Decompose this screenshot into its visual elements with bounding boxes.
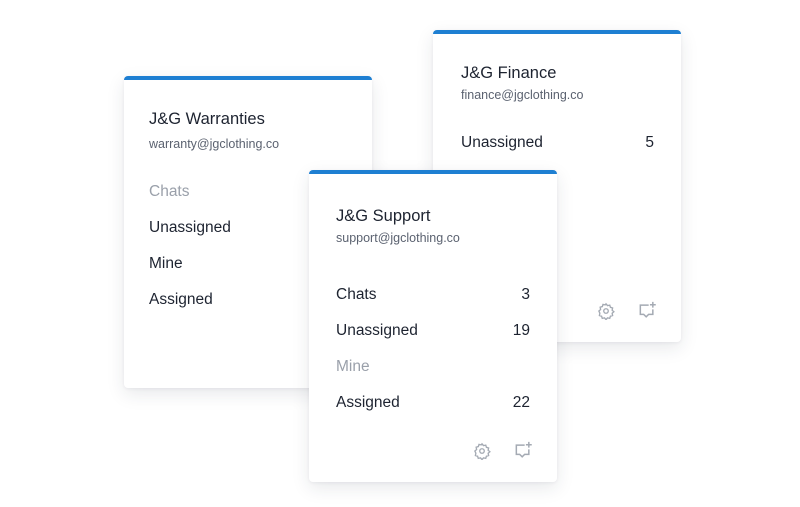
row-label: Assigned bbox=[149, 291, 213, 308]
row-unassigned[interactable]: Unassigned 19 bbox=[336, 322, 530, 340]
row-chats[interactable]: Chats 3 bbox=[336, 286, 530, 304]
row-assigned[interactable]: Assigned bbox=[149, 291, 345, 309]
card-title: J&G Support bbox=[336, 207, 431, 225]
row-unassigned[interactable]: Unassigned 5 bbox=[461, 134, 654, 152]
row-count: 19 bbox=[512, 322, 530, 339]
add-chat-icon[interactable] bbox=[637, 301, 657, 321]
row-unassigned[interactable]: Unassigned bbox=[149, 219, 345, 237]
card-email: support@jgclothing.co bbox=[336, 231, 460, 245]
row-label: Unassigned bbox=[461, 134, 543, 151]
gear-icon[interactable] bbox=[597, 302, 615, 320]
inbox-card-support[interactable]: J&G Support support@jgclothing.co Chats 3… bbox=[309, 170, 557, 482]
card-email: finance@jgclothing.co bbox=[461, 88, 584, 102]
row-label: Assigned bbox=[336, 394, 400, 411]
row-count: 22 bbox=[512, 394, 530, 411]
row-label: Unassigned bbox=[336, 322, 418, 339]
row-mine[interactable]: Mine bbox=[149, 255, 345, 273]
row-mine[interactable]: Mine bbox=[336, 358, 530, 376]
row-label: Chats bbox=[336, 286, 377, 303]
row-count: 3 bbox=[521, 286, 530, 303]
row-count: 5 bbox=[645, 134, 654, 151]
card-accent-bar bbox=[433, 30, 681, 34]
card-title: J&G Finance bbox=[461, 64, 557, 82]
card-accent-bar bbox=[124, 76, 372, 80]
row-assigned[interactable]: Assigned 22 bbox=[336, 394, 530, 412]
gear-icon[interactable] bbox=[473, 442, 491, 460]
row-chats[interactable]: Chats bbox=[149, 183, 345, 201]
row-label: Mine bbox=[336, 358, 370, 375]
row-label: Mine bbox=[149, 255, 183, 272]
card-title: J&G Warranties bbox=[149, 110, 265, 128]
row-label: Chats bbox=[149, 183, 190, 200]
row-label: Unassigned bbox=[149, 219, 231, 236]
add-chat-icon[interactable] bbox=[513, 441, 533, 461]
card-email: warranty@jgclothing.co bbox=[149, 137, 280, 151]
card-accent-bar bbox=[309, 170, 557, 174]
